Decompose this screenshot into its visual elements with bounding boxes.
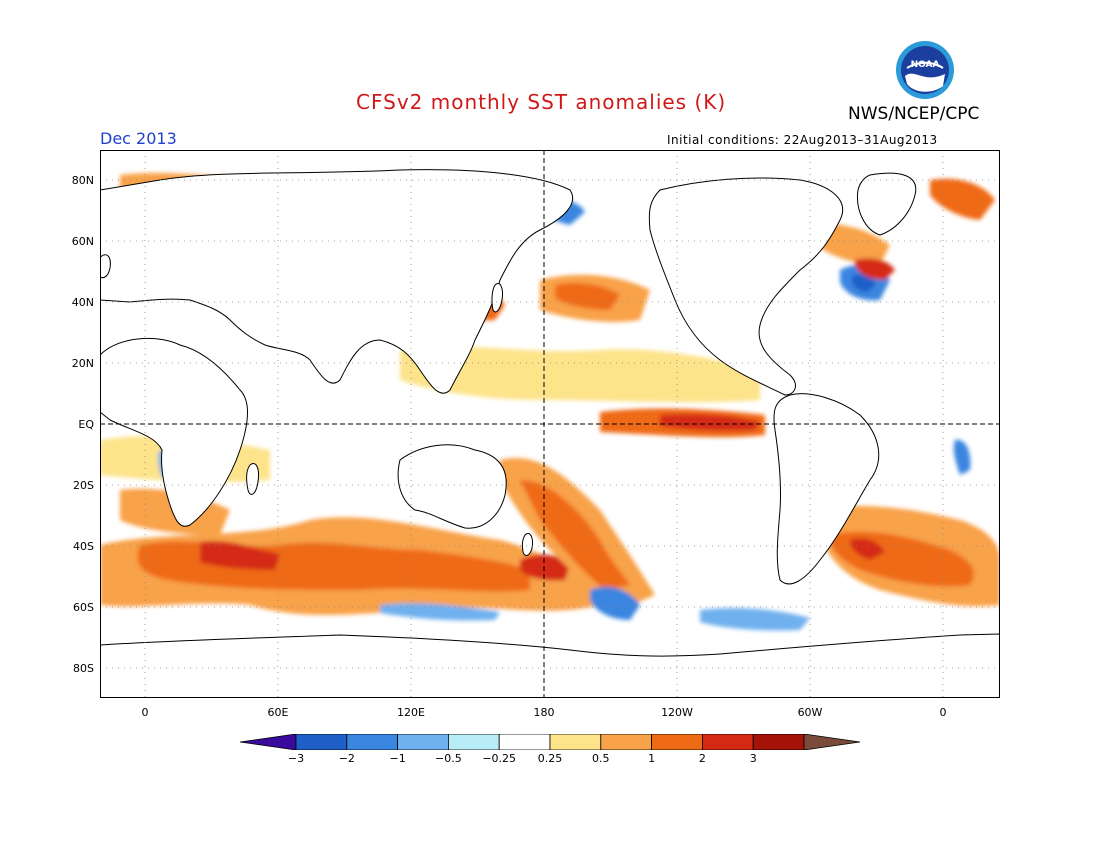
colorbar-box (346, 734, 399, 750)
lon-label-120w: 120W (661, 706, 693, 719)
organization-label: NWS/NCEP/CPC (848, 104, 980, 124)
noaa-logo: NOAA (896, 41, 954, 99)
sst-anomaly-map (100, 150, 1000, 698)
colorbar-extend-high (803, 734, 860, 750)
colorbar-tick-label: 1 (648, 752, 656, 765)
colorbar-box (498, 734, 551, 750)
lat-label-80n: 80N (71, 174, 94, 187)
lat-label-eq: EQ (78, 418, 94, 431)
colorbar-box (701, 734, 754, 750)
svg-text:NOAA: NOAA (911, 60, 940, 70)
colorbar-box (651, 734, 703, 750)
colorbar-tick-label: 3 (749, 752, 757, 765)
lon-label-60w: 60W (797, 706, 823, 719)
colorbar-tick-label: 0.25 (537, 752, 563, 765)
colorbar-box (295, 734, 348, 750)
lon-label-180: 180 (533, 706, 555, 719)
colorbar-tick-label: −0.5 (435, 752, 462, 765)
lat-label-20n: 20N (71, 357, 94, 370)
colorbar-tick-label: −1 (389, 752, 406, 765)
colorbar-tick-label: 0.5 (592, 752, 610, 765)
lat-label-40s: 40S (73, 540, 94, 553)
colorbar-box (447, 734, 500, 750)
lat-label-40n: 40N (71, 296, 94, 309)
colorbar-tick-label: 2 (698, 752, 706, 765)
coastlines (100, 169, 1000, 698)
colorbar (240, 734, 860, 750)
lon-label-0-right: 0 (939, 706, 947, 719)
initial-conditions: Initial conditions: 22Aug2013–31Aug2013 (667, 133, 938, 147)
map-title: CFSv2 monthly SST anomalies (K) (356, 90, 727, 114)
forecast-month: Dec 2013 (100, 129, 177, 148)
lat-label-20s: 20S (73, 479, 94, 492)
colorbar-box (752, 734, 805, 750)
colorbar-tick-label: −2 (338, 752, 355, 765)
colorbar-box (549, 734, 602, 750)
lon-label-60e: 60E (267, 706, 289, 719)
grid-lines (100, 150, 1000, 698)
colorbar-box (600, 734, 652, 750)
colorbar-extend-low (240, 734, 297, 750)
lon-label-0-left: 0 (141, 706, 149, 719)
lat-label-60n: 60N (71, 235, 94, 248)
colorbar-tick-label: −0.25 (482, 752, 517, 765)
lat-label-80s: 80S (73, 662, 94, 675)
lon-label-120e: 120E (397, 706, 425, 719)
colorbar-tick-label: −3 (287, 752, 305, 765)
colorbar-box (397, 734, 449, 750)
lat-label-60s: 60S (73, 601, 94, 614)
